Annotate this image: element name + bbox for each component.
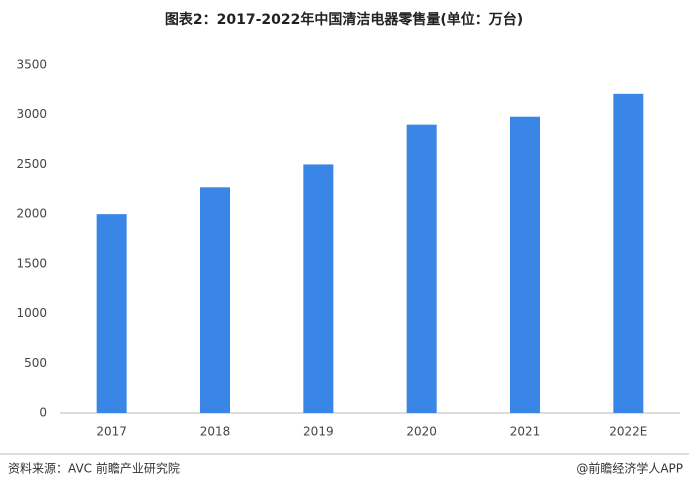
y-tick-label: 1500: [16, 256, 47, 270]
chart-title: 图表2：2017-2022年中国清洁电器零售量(单位：万台): [165, 11, 523, 28]
credit-note: @前瞻经济学人APP: [576, 461, 683, 476]
x-tick-label: 2021: [510, 425, 541, 439]
bar: [303, 164, 334, 413]
y-tick-label: 2000: [16, 207, 47, 221]
bar: [510, 116, 540, 414]
y-tick-label: 2500: [16, 157, 47, 171]
bar: [96, 214, 127, 413]
bar: [613, 93, 644, 413]
bar: [200, 187, 230, 413]
x-tick-label: 2018: [200, 425, 231, 439]
y-tick-label: 3500: [16, 58, 47, 72]
x-tick-label: 2022E: [609, 425, 647, 439]
y-tick-label: 0: [39, 406, 47, 420]
x-tick-label: 2019: [303, 425, 334, 439]
bar: [406, 124, 437, 414]
y-tick-label: 1000: [16, 306, 47, 320]
source-note: 资料来源：AVC 前瞻产业研究院: [8, 461, 180, 476]
x-tick-label: 2020: [406, 425, 437, 439]
y-tick-label: 500: [24, 356, 47, 370]
y-tick-label: 3000: [16, 107, 47, 121]
x-tick-label: 2017: [96, 425, 127, 439]
